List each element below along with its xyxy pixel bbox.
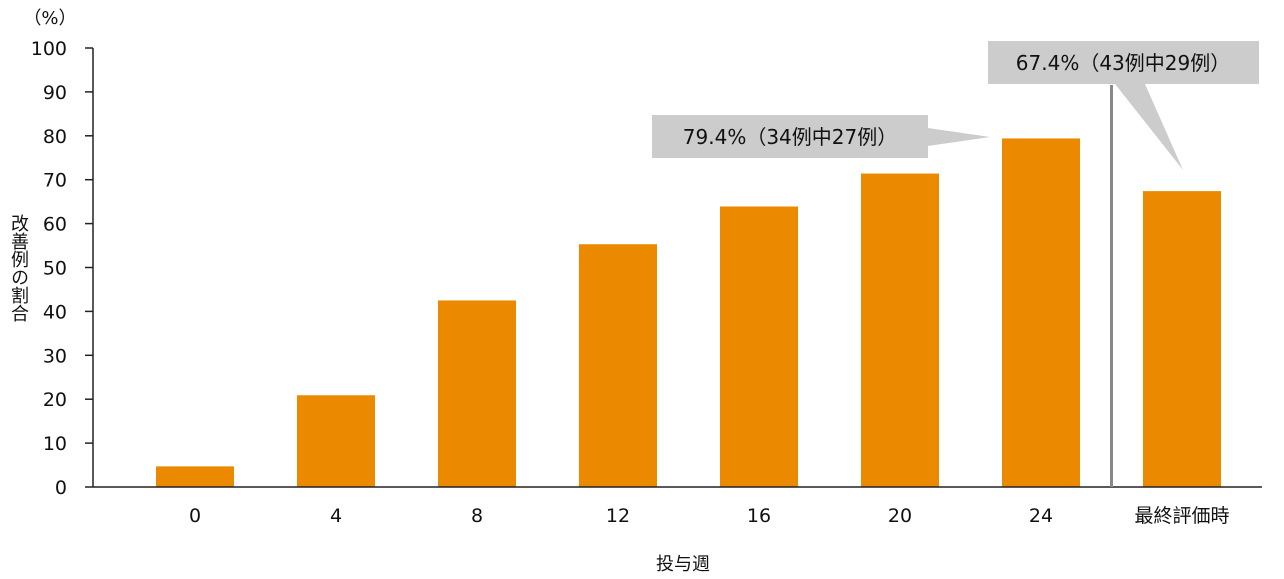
y-tick-label: 50 <box>43 258 67 280</box>
x-tick-label: 4 <box>330 505 342 527</box>
bars <box>156 138 1221 487</box>
y-tick-label: 20 <box>43 389 67 411</box>
callout-week-24: 79.4%（34例中27例） <box>652 115 990 158</box>
bar-4 <box>297 395 375 487</box>
bar-8 <box>438 300 516 487</box>
x-tick-label: 0 <box>189 505 201 527</box>
x-tick-label: 最終評価時 <box>1134 505 1229 527</box>
y-tick-label: 60 <box>43 214 67 236</box>
x-tick-label: 16 <box>747 505 771 527</box>
y-unit-label: （%） <box>23 8 76 29</box>
y-tick-label: 40 <box>43 301 67 323</box>
x-tick-label: 8 <box>471 505 483 527</box>
callout-final-evaluation: 67.4%（43例中29例） <box>988 41 1259 170</box>
y-tick-label: 100 <box>31 38 67 60</box>
callout-week-24-text: 79.4%（34例中27例） <box>683 125 897 149</box>
y-tick-label: 70 <box>43 170 67 192</box>
x-tick-label: 24 <box>1029 505 1053 527</box>
y-tick-label: 80 <box>43 126 67 148</box>
x-axis-label: 投与週 <box>656 554 710 575</box>
y-axis-ticks: 0 10 20 30 40 50 60 70 80 90 100 <box>31 38 93 499</box>
bar-16 <box>720 206 798 487</box>
y-tick-label: 0 <box>55 477 67 499</box>
y-axis-label: 改善例の割合 <box>8 214 29 322</box>
bar-0 <box>156 466 234 487</box>
y-tick-label: 10 <box>43 433 67 455</box>
y-tick-label: 90 <box>43 82 67 104</box>
y-tick-label: 30 <box>43 345 67 367</box>
x-tick-label: 12 <box>606 505 630 527</box>
x-tick-label: 20 <box>888 505 912 527</box>
bar-最終評価時 <box>1143 191 1221 487</box>
bar-12 <box>579 244 657 487</box>
x-axis-ticks: 0 4 8 12 16 20 24 最終評価時 <box>189 505 1230 527</box>
bar-20 <box>861 173 939 487</box>
callout-week-24-box <box>652 115 990 158</box>
bar-24 <box>1002 138 1080 487</box>
callout-final-evaluation-box <box>988 41 1259 170</box>
callout-final-evaluation-text: 67.4%（43例中29例） <box>1016 51 1230 75</box>
